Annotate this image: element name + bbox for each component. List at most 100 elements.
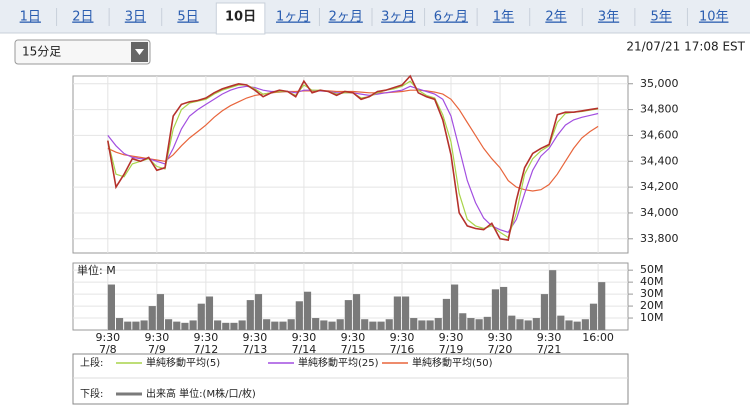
volume-bar [189,320,197,330]
y-tick-label: 30M [640,287,664,300]
tab[interactable]: 10日 [225,10,256,25]
tab[interactable]: 2年 [545,10,566,25]
y-tick-label: 50M [640,263,664,276]
volume-bar [410,318,418,330]
volume-bar [565,320,573,330]
x-tick-date: 7/14 [292,343,317,356]
x-tick-label: 16:00 [582,331,614,344]
ma-line [107,89,599,192]
volume-bar [500,286,508,330]
volume-bar [508,315,516,330]
price-line [107,74,599,242]
x-tick-date: 7/19 [439,343,464,356]
y-tick-label: 40M [640,275,664,288]
tab[interactable]: 1ヶ月 [276,10,310,25]
volume-bar [214,320,222,330]
tab[interactable]: 1年 [493,10,514,25]
y-tick-label: 34,000 [640,206,679,219]
volume-bar [230,322,238,330]
volume-bar [361,319,369,330]
volume-bar [377,321,385,330]
volume-bar [434,318,442,330]
x-tick-label: 9:30 [488,331,513,344]
y-tick-label: 35,000 [640,77,679,90]
tab[interactable]: 6ヶ月 [434,10,468,25]
legend-label: 単純移動平均(5) [146,356,220,369]
volume-bar [344,300,352,330]
dropdown[interactable] [14,39,151,65]
x-tick-date: 7/21 [537,343,562,356]
x-tick-date: 7/15 [341,343,366,356]
volume-bar [107,284,115,330]
tab-bar [0,0,750,33]
volume-bar [205,296,214,330]
volume-bar [295,301,303,330]
tabs: 1日 2日 3日 5日 10日 1ヶ月 2ヶ月 3ヶ月 6ヶ月 1年 2年 3年 5年 10年 [20,2,729,35]
tab[interactable]: 10年 [699,10,729,25]
volume-bar [197,303,205,330]
legend-label: 単純移動平均(25) [298,356,379,369]
volume-bar [516,319,524,330]
volume-bar [598,282,606,330]
x-tick-label: 9:30 [95,331,120,344]
volume-bar [442,298,451,330]
volume-bar [491,289,500,330]
volume-bar [475,319,483,330]
x-tick-label: 9:30 [243,331,268,344]
volume-bar [589,303,598,330]
tab[interactable]: 3年 [598,10,619,25]
x-tick-date: 7/12 [194,343,219,356]
y-tick-label: 34,600 [640,128,679,141]
volume-bar [124,321,132,330]
volume-bar [222,322,230,330]
y-tick-label: 34,200 [640,180,679,193]
tab[interactable]: 3ヶ月 [381,10,415,25]
volume-bar [401,296,410,330]
volume-bar [549,270,557,330]
tab[interactable]: 5日 [177,10,198,25]
tab[interactable]: 3日 [125,10,146,25]
volume-bar [459,313,467,330]
volume-bar [140,320,148,330]
volume-bar [173,321,181,330]
x-tick-date: 7/13 [243,343,268,356]
tab[interactable]: 2日 [72,10,93,25]
volume-bar [467,318,475,330]
volume-bar [540,294,549,330]
volume-bar [483,316,491,330]
volume-bar [181,322,189,330]
y-tick-label: 33,800 [640,232,679,245]
x-tick-label: 9:30 [390,331,415,344]
dropdown-arrow [135,49,144,55]
x-tick-label: 9:30 [341,331,366,344]
y-tick-label: 10M [640,311,664,324]
tab[interactable]: 2ヶ月 [329,10,363,25]
volume-bar [115,318,124,330]
volume-bar [156,294,165,330]
volume-bar [287,319,295,330]
x-tick-date: 7/8 [99,343,117,356]
volume-bar [254,294,263,330]
volume-bar [451,284,459,330]
tab[interactable]: 5年 [651,10,672,25]
volume-bar [246,300,254,330]
volume-bar [573,321,581,330]
volume-bar [312,318,320,330]
x-tick-date: 7/20 [488,343,513,356]
volume-bar [271,321,279,330]
volume-bar [132,321,140,330]
volume-bar [336,319,344,330]
x-tick-label: 9:30 [292,331,317,344]
volume-bar [532,318,540,330]
y-tick-label: 20M [640,299,664,312]
x-tick-date: 7/9 [148,343,166,356]
dropdown-label: 15分足 [22,45,61,59]
volume-bar [320,320,328,330]
tab[interactable]: 1日 [20,10,41,25]
x-tick-label: 9:30 [144,331,169,344]
tab-active-bg [215,2,266,35]
y-tick-label: 34,400 [640,154,679,167]
legend-title: 下段: [80,387,103,400]
volume-bar [524,320,532,330]
volume-bar [263,319,271,330]
